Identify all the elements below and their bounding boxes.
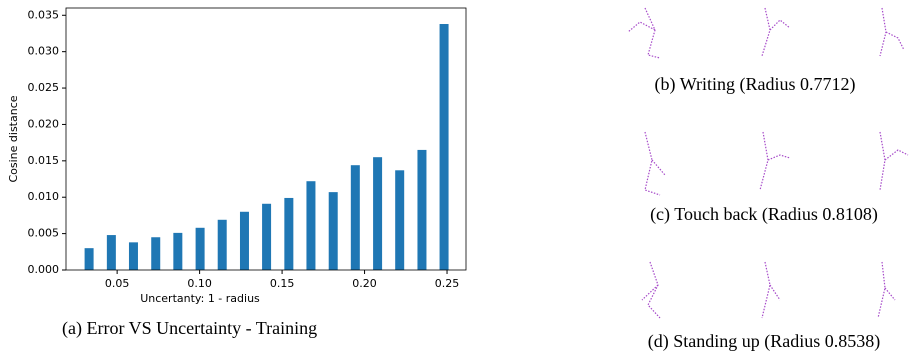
- pose: [644, 131, 661, 196]
- bar: [262, 203, 272, 270]
- pose: [759, 131, 769, 191]
- bar: [439, 24, 449, 271]
- pose: [879, 7, 887, 57]
- x-tick-label: 0.10: [187, 277, 212, 290]
- bar: [128, 242, 138, 270]
- caption: (a) Error VS Uncertainty - Training: [62, 318, 317, 339]
- x-tick-label: 0.15: [270, 277, 295, 290]
- plot-frame: [65, 7, 467, 271]
- y-tick-label: 0.005: [28, 227, 60, 240]
- bar: [217, 219, 227, 270]
- pose: [761, 261, 771, 319]
- pose: [651, 159, 666, 176]
- bar: [195, 227, 205, 270]
- panel-caption: (c) Touch back (Radius 0.8108): [650, 204, 878, 225]
- x-tick-label: 0.25: [435, 277, 460, 290]
- y-tick-label: 0.010: [28, 190, 60, 203]
- bar: [151, 237, 161, 270]
- pose: [885, 31, 905, 51]
- pose: [884, 149, 909, 161]
- bar: [284, 197, 294, 270]
- bar: [417, 149, 427, 270]
- pose: [769, 19, 791, 31]
- pose: [769, 284, 781, 301]
- bar: [84, 248, 94, 270]
- pose: [641, 284, 659, 301]
- bar: [373, 157, 383, 270]
- bar: [173, 232, 183, 270]
- panel-caption: (b) Writing (Radius 0.7712): [655, 74, 856, 95]
- bar: [328, 192, 338, 270]
- x-tick-label: 0.20: [352, 277, 377, 290]
- bar: [306, 181, 316, 270]
- pose: [644, 7, 661, 59]
- pose: [767, 154, 791, 161]
- y-tick-label: 0.030: [28, 45, 60, 58]
- bar: [239, 211, 249, 270]
- x-tick-label: 0.05: [105, 277, 130, 290]
- y-tick-label: 0.035: [28, 8, 60, 21]
- y-tick-label: 0.025: [28, 81, 60, 94]
- pose: [879, 131, 886, 191]
- y-tick-label: 0.000: [28, 263, 60, 276]
- y-axis-label: Cosine distance: [7, 95, 20, 182]
- bar: [395, 170, 405, 270]
- panel-caption: (d) Standing up (Radius 0.8538): [648, 331, 880, 352]
- bar: [350, 165, 360, 270]
- pose: [627, 21, 656, 33]
- x-axis-label: Uncertanty: 1 - radius: [140, 292, 260, 305]
- pose-figures: [627, 7, 909, 319]
- pose: [877, 261, 886, 319]
- pose: [761, 7, 771, 57]
- y-tick-label: 0.015: [28, 154, 60, 167]
- pose: [884, 287, 896, 301]
- pose: [647, 261, 661, 319]
- y-tick-label: 0.020: [28, 117, 60, 130]
- bar: [106, 235, 116, 270]
